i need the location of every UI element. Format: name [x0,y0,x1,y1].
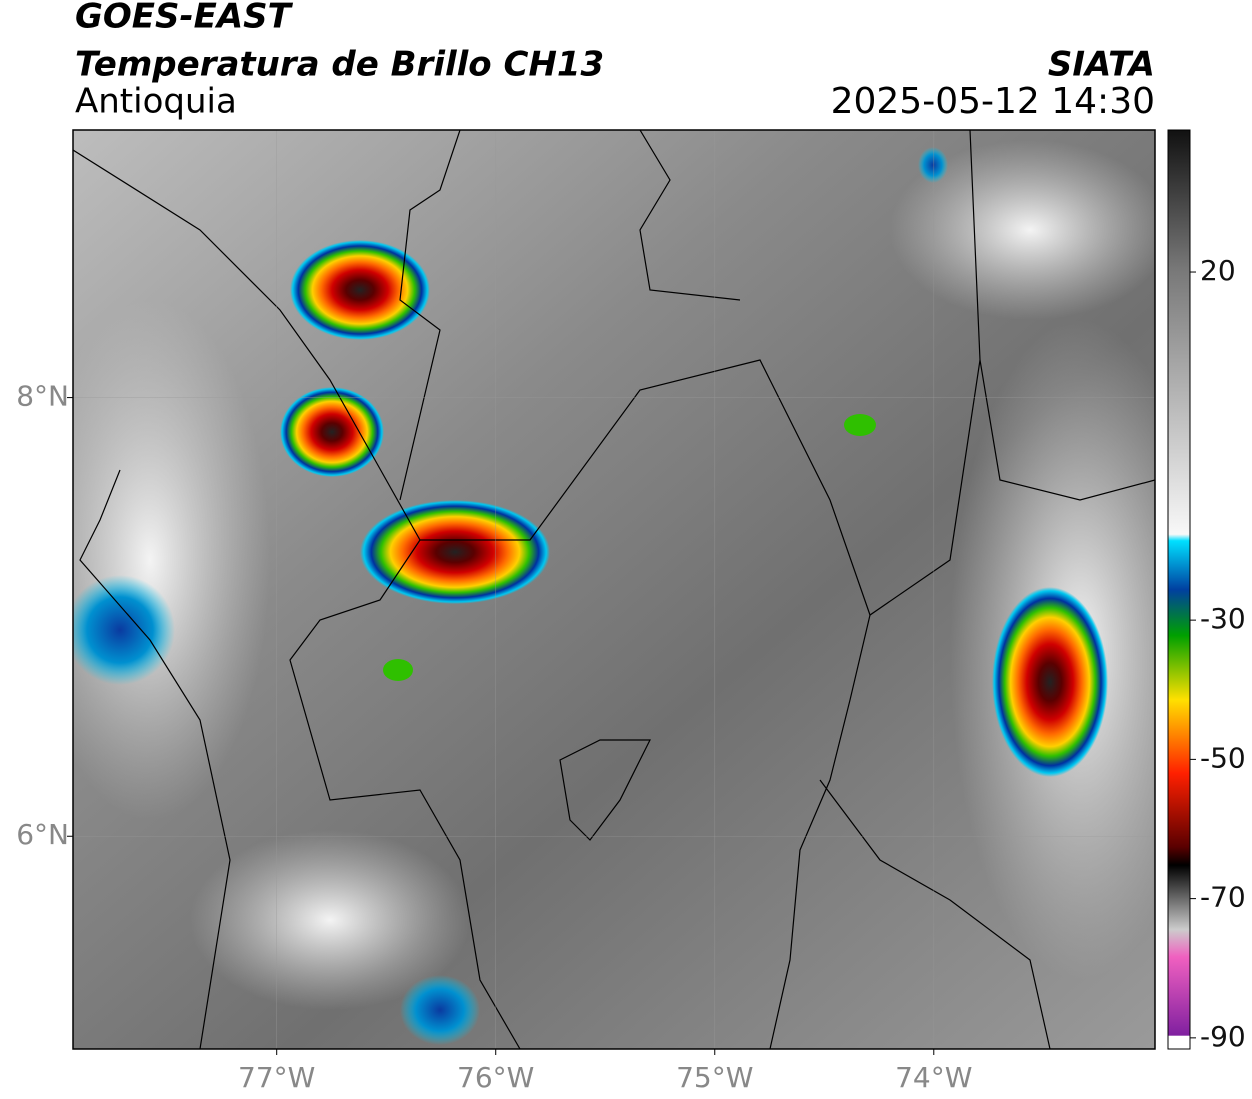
coastline [79,469,231,1049]
colorbar-tick-label: -50 [1200,741,1246,774]
boundary [559,739,651,841]
x-tick-label: 75°W [676,1061,753,1094]
map [73,130,1155,1049]
region: Antioquia [75,82,237,122]
grid [73,130,1155,1049]
boundary [819,779,1051,1049]
boundary [289,539,521,1049]
map-frame [72,129,1156,1050]
x-tick-label: 76°W [457,1061,534,1094]
cold-cloud [844,414,876,436]
colorbar-tick-label: -70 [1200,881,1246,914]
colorbar-tick-label: -30 [1200,602,1246,635]
storm-cell [360,500,550,604]
cloud [190,830,470,1010]
boundary [769,614,871,1049]
boundary [979,359,1155,501]
storm-cell [992,587,1108,777]
y-tick-label: 8°N [16,380,69,413]
x-tick-label: 74°W [895,1061,972,1094]
cloud [890,140,1155,320]
boundary [73,130,981,616]
x-tick-label: 77°W [238,1061,315,1094]
cold-cloud [400,975,480,1045]
cold-cloud [73,575,175,685]
colorbar-tick-label: 20 [1200,254,1236,287]
datetime: 2025-05-12 14:30 [831,81,1155,122]
cold-cloud [918,147,948,183]
cold-cloud [383,659,413,681]
colorbar [1167,129,1191,1050]
coastline [399,130,461,501]
storm-cell [290,240,430,340]
boundary [639,130,741,301]
subtitle: Temperatura de Brillo CH13 [75,45,604,85]
source: SIATA [1048,45,1155,85]
y-tick-label: 6°N [16,818,69,851]
colorbar-tick-label: -90 [1200,1020,1246,1053]
cloud [73,300,270,820]
storm-cell [280,387,384,477]
title: GOES-EAST [75,0,294,37]
